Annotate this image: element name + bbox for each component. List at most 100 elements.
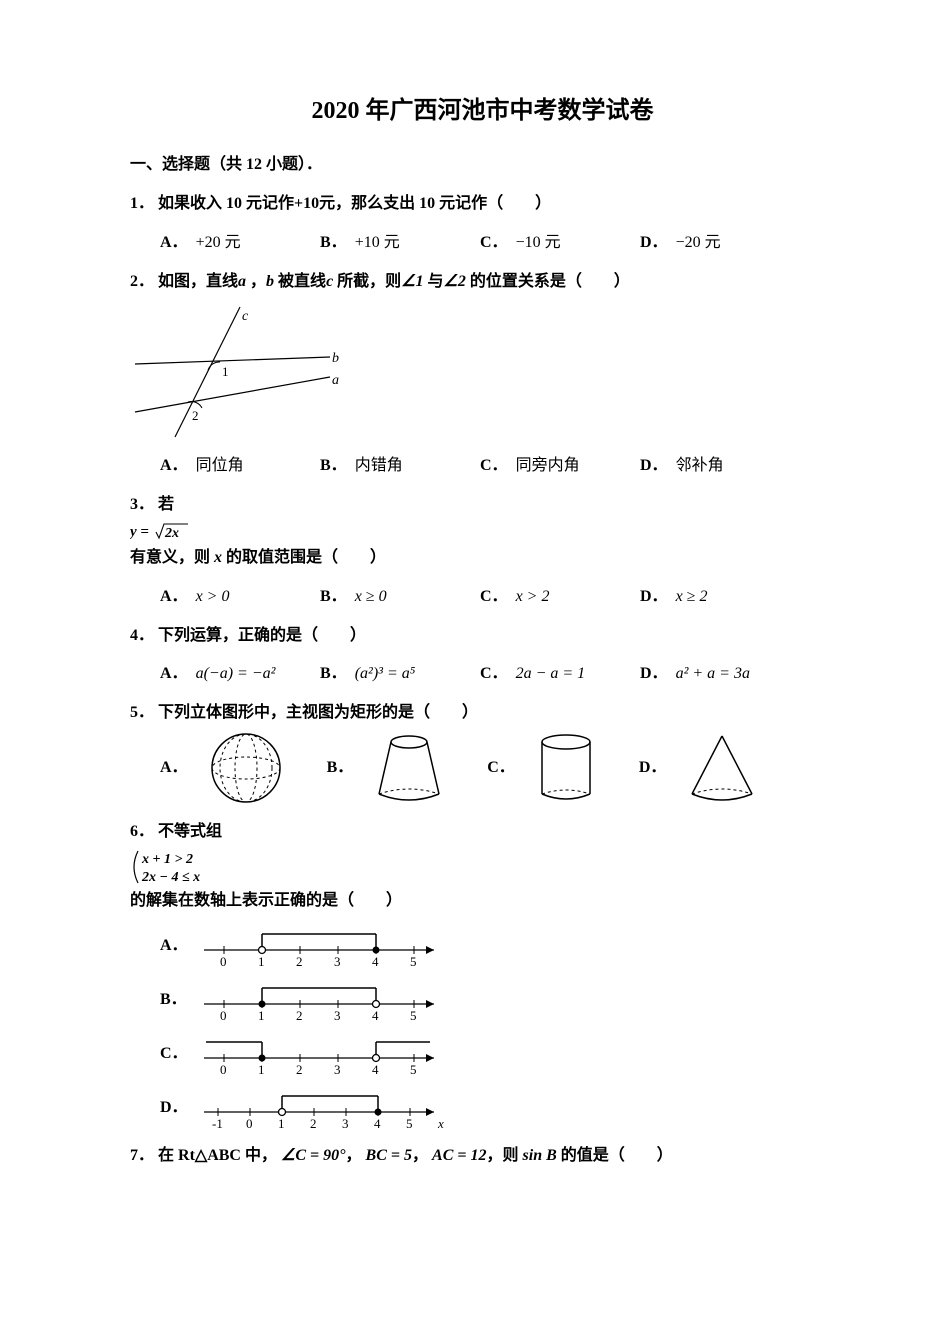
sphere-icon (204, 728, 289, 808)
page-title: 2020 年广西河池市中考数学试卷 (130, 90, 835, 133)
q6-number: 6． (130, 823, 154, 840)
number-line-A-icon: 0 1 2 3 4 5 (194, 924, 454, 970)
q6-option-A: A． 0 1 2 3 4 5 (160, 924, 835, 970)
q5-option-D-label: D． (639, 754, 667, 783)
q5-option-C-label: C． (487, 754, 515, 783)
q1-option-C: C．−10 元 (480, 229, 640, 258)
svg-text:1: 1 (222, 364, 229, 379)
svg-text:4: 4 (372, 1008, 379, 1023)
frustum-icon (369, 728, 449, 808)
q5-option-B-label: B． (327, 754, 354, 783)
svg-text:c: c (242, 309, 249, 324)
q2-option-C: C．同旁内角 (480, 452, 640, 481)
svg-text:b: b (332, 351, 339, 366)
q1-option-A: A．+20 元 (160, 229, 320, 258)
svg-text:y =: y = (130, 524, 149, 540)
svg-text:4: 4 (374, 1116, 381, 1131)
q5-stem: 下列立体图形中，主视图为矩形的是（ ） (158, 704, 478, 721)
question-4: 4． 下列运算，正确的是（ ） A．a(−a) = −a² B．(a²)³ = … (130, 622, 835, 690)
q2-options: A．同位角 B．内错角 C．同旁内角 D．邻补角 (160, 452, 835, 481)
svg-text:x + 1 > 2: x + 1 > 2 (141, 852, 193, 867)
svg-text:2: 2 (296, 954, 303, 969)
question-7: 7． 在 Rt△ABC 中， ∠C = 90°， BC = 5， AC = 12… (130, 1142, 835, 1171)
q3-option-C: C．x > 2 (480, 583, 640, 612)
svg-text:3: 3 (334, 1008, 341, 1023)
q2-option-B: B．内错角 (320, 452, 480, 481)
svg-text:-1: -1 (212, 1116, 223, 1131)
svg-text:1: 1 (258, 1008, 265, 1023)
q6-option-D: D． -1 0 1 2 3 4 5 (160, 1086, 835, 1132)
svg-text:2: 2 (296, 1062, 303, 1077)
question-6: 6． 不等式组 x + 1 > 2 2x − 4 ≤ x 的解集在数轴上表示正确… (130, 818, 835, 1132)
cone-icon (682, 728, 762, 808)
q4-stem: 下列运算，正确的是（ ） (158, 627, 366, 644)
svg-text:2: 2 (192, 408, 199, 423)
q3-option-A: A．x > 0 (160, 583, 320, 612)
q4-option-C: C．2a − a = 1 (480, 660, 640, 689)
svg-text:3: 3 (342, 1116, 349, 1131)
svg-text:a: a (332, 373, 339, 388)
sqrt-expression-icon: y = 2x (130, 520, 190, 544)
svg-text:5: 5 (406, 1116, 413, 1131)
q4-option-B: B．(a²)³ = a⁵ (320, 660, 480, 689)
q1-number: 1． (130, 195, 154, 212)
q7-number: 7． (130, 1147, 154, 1164)
q6-options: A． 0 1 2 3 4 5 (160, 924, 835, 1132)
q2-option-D: D．邻补角 (640, 452, 800, 481)
svg-text:5: 5 (410, 954, 417, 969)
q1-options: A．+20 元 B．+10 元 C．−10 元 D．−20 元 (160, 229, 835, 258)
svg-text:2: 2 (296, 1008, 303, 1023)
q6-stem: 不等式组 x + 1 > 2 2x − 4 ≤ x 的解集在数轴上表示正确的是（… (130, 823, 835, 909)
q5-option-A-label: A． (160, 754, 188, 783)
question-1: 1． 如果收入 10 元记作+10元，那么支出 10 元记作（ ） A．+20 … (130, 190, 835, 258)
svg-text:0: 0 (220, 954, 227, 969)
q6-option-B: B． 0 1 2 3 4 5 (160, 978, 835, 1024)
section-1-header: 一、选择题（共 12 小题）． (130, 151, 835, 180)
svg-text:2: 2 (310, 1116, 317, 1131)
q2-stem: 如图，直线a ，b 被直线c 所截，则∠1 与∠2 的位置关系是（ ） (158, 273, 630, 290)
number-line-D-icon: -1 0 1 2 3 4 5 x (194, 1086, 454, 1132)
q2-diagram: c b a 1 2 (130, 302, 835, 442)
question-5: 5． 下列立体图形中，主视图为矩形的是（ ） A． B． C． (130, 699, 835, 808)
svg-text:x: x (437, 1116, 444, 1131)
q3-option-D: D．x ≥ 2 (640, 583, 800, 612)
q4-option-D: D．a² + a = 3a (640, 660, 800, 689)
svg-text:2x − 4 ≤ x: 2x − 4 ≤ x (141, 870, 200, 885)
question-2: 2． 如图，直线a ，b 被直线c 所截，则∠1 与∠2 的位置关系是（ ） c… (130, 268, 835, 482)
q5-number: 5． (130, 704, 154, 721)
q4-option-A: A．a(−a) = −a² (160, 660, 320, 689)
q2-option-A: A．同位角 (160, 452, 320, 481)
transversal-diagram-icon: c b a 1 2 (130, 302, 350, 442)
svg-text:1: 1 (258, 1062, 265, 1077)
svg-text:1: 1 (258, 954, 265, 969)
q3-options: A．x > 0 B．x ≥ 0 C．x > 2 D．x ≥ 2 (160, 583, 835, 612)
number-line-B-icon: 0 1 2 3 4 5 (194, 978, 454, 1024)
q4-number: 4． (130, 627, 154, 644)
question-3: 3． 若 y = 2x 有意义，则 x 的取值范围是（ ） A．x > 0 B．… (130, 491, 835, 611)
q3-option-B: B．x ≥ 0 (320, 583, 480, 612)
exam-page: 2020 年广西河池市中考数学试卷 一、选择题（共 12 小题）． 1． 如果收… (0, 0, 945, 1216)
q3-stem: 若 y = 2x 有意义，则 x 的取值范围是（ ） (130, 496, 835, 566)
svg-text:0: 0 (220, 1062, 227, 1077)
svg-text:0: 0 (246, 1116, 253, 1131)
q5-options: A． B． C． (160, 728, 835, 808)
q4-options: A．a(−a) = −a² B．(a²)³ = a⁵ C．2a − a = 1 … (160, 660, 835, 689)
svg-text:4: 4 (372, 954, 379, 969)
q1-stem: 如果收入 10 元记作+10元，那么支出 10 元记作（ ） (158, 195, 551, 212)
q2-number: 2． (130, 273, 154, 290)
cylinder-icon (531, 728, 601, 808)
inequality-system-icon: x + 1 > 2 2x − 4 ≤ x (130, 847, 220, 887)
q1-option-D: D．−20 元 (640, 229, 800, 258)
svg-text:0: 0 (220, 1008, 227, 1023)
q1-option-B: B．+10 元 (320, 229, 480, 258)
number-line-C-icon: 0 1 2 3 4 5 (194, 1032, 454, 1078)
q3-number: 3． (130, 496, 154, 513)
svg-text:3: 3 (334, 954, 341, 969)
svg-text:4: 4 (372, 1062, 379, 1077)
svg-text:2x: 2x (164, 526, 179, 541)
svg-text:3: 3 (334, 1062, 341, 1077)
svg-text:5: 5 (410, 1008, 417, 1023)
svg-text:5: 5 (410, 1062, 417, 1077)
svg-text:1: 1 (278, 1116, 285, 1131)
q7-stem: 在 Rt△ABC 中， ∠C = 90°， BC = 5， AC = 12，则 … (158, 1147, 673, 1164)
